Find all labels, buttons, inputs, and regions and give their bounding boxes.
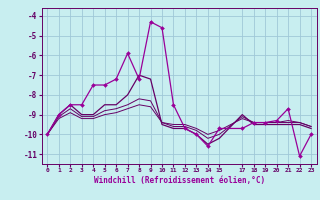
X-axis label: Windchill (Refroidissement éolien,°C): Windchill (Refroidissement éolien,°C) (94, 176, 265, 185)
